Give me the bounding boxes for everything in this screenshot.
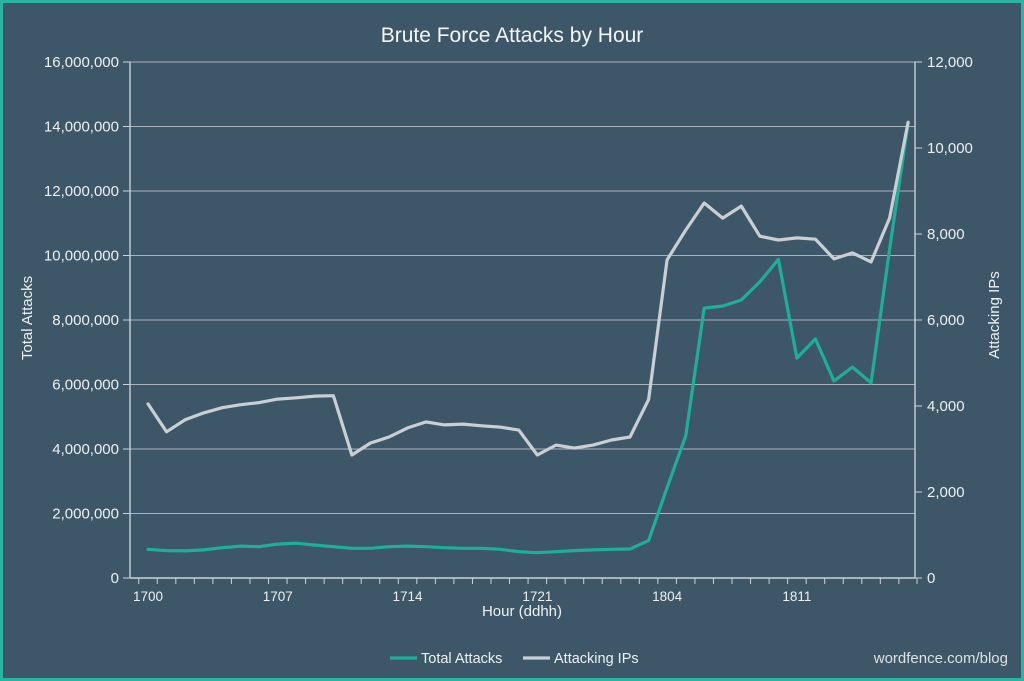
x-axis-title: Hour (ddhh) <box>482 603 562 620</box>
x-axis-tick-label: 1804 <box>652 589 683 604</box>
right-axis-title: Attacking IPs <box>986 271 1003 359</box>
axes <box>123 61 922 584</box>
legend-label: Total Attacks <box>421 651 502 667</box>
x-axis-tick-label: 1811 <box>782 589 811 604</box>
total-attacks-line <box>146 121 910 555</box>
x-axis-tick-labels: 1700 1707 1714 1721 1804 1811 <box>133 589 811 604</box>
brute-force-attacks-chart: Brute Force Attacks by Hour 0 2,000,000 4,… <box>19 24 1008 667</box>
x-axis-tick-label: 1700 <box>133 589 163 604</box>
attacking-ips-line <box>146 120 910 457</box>
gridlines <box>130 61 915 514</box>
left-axis-tick-label: 8,000,000 <box>52 312 119 329</box>
watermark: wordfence.com/blog <box>873 650 1008 667</box>
left-axis-tick-label: 4,000,000 <box>52 441 119 458</box>
left-axis-tick-label: 10,000,000 <box>44 248 119 265</box>
right-axis-tick-label: 8,000 <box>927 226 965 243</box>
left-axis-tick-label: 6,000,000 <box>52 377 119 394</box>
x-axis-tick-label: 1721 <box>522 589 552 604</box>
legend: Total Attacks Attacking IPs <box>390 651 639 667</box>
left-axis-title: Total Attacks <box>19 276 36 360</box>
x-axis-tick-label: 1707 <box>263 589 293 604</box>
left-axis-tick-label: 0 <box>111 570 119 587</box>
left-axis-tick-labels: 0 2,000,000 4,000,000 6,000,000 8,000,000 10,… <box>44 54 119 587</box>
left-axis-tick-label: 12,000,000 <box>44 183 119 200</box>
chart-title: Brute Force Attacks by Hour <box>381 24 644 47</box>
right-axis-tick-labels: 0 2,000 4,000 6,000 8,000 10,000 12,000 <box>927 54 973 587</box>
right-axis-tick-label: 4,000 <box>927 398 965 415</box>
right-axis-tick-label: 12,000 <box>927 54 973 71</box>
legend-label: Attacking IPs <box>554 651 639 667</box>
x-axis-tick-label: 1714 <box>393 589 424 604</box>
series-lines <box>146 120 910 555</box>
right-axis-tick-label: 2,000 <box>927 484 965 501</box>
left-axis-tick-label: 2,000,000 <box>52 506 119 523</box>
left-axis-tick-label: 16,000,000 <box>44 54 119 71</box>
right-axis-tick-label: 6,000 <box>927 312 965 329</box>
right-axis-tick-label: 10,000 <box>927 140 973 157</box>
left-axis-tick-label: 14,000,000 <box>44 119 119 136</box>
right-axis-tick-label: 0 <box>927 570 935 587</box>
